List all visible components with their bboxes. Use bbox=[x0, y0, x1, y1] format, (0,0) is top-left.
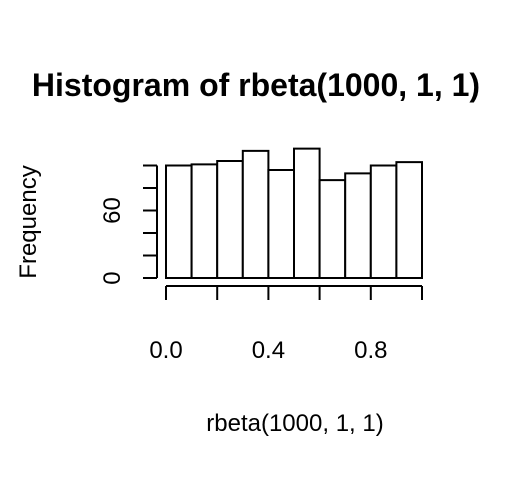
histogram-bar bbox=[369, 164, 398, 279]
x-tick-label: 0.4 bbox=[252, 337, 285, 364]
y-axis: 0 60 bbox=[99, 164, 158, 285]
x-axis-label: rbeta(1000, 1, 1) bbox=[206, 410, 383, 437]
x-tick-label: 0.0 bbox=[149, 337, 182, 364]
histogram-bar bbox=[241, 149, 270, 279]
x-axis: 0.0 0.4 0.8 bbox=[149, 285, 423, 364]
x-tick-label: 0.8 bbox=[354, 337, 387, 364]
bars-group bbox=[165, 147, 423, 279]
histogram-bar bbox=[293, 147, 321, 279]
y-tick-label: 60 bbox=[99, 197, 126, 224]
y-axis-label: Frequency bbox=[15, 165, 42, 278]
histogram-bar bbox=[318, 179, 347, 279]
histogram-bar bbox=[395, 161, 423, 279]
histogram-bar bbox=[267, 169, 295, 279]
chart-title: Histogram of rbeta(1000, 1, 1) bbox=[32, 67, 480, 103]
histogram-bar bbox=[344, 172, 372, 279]
y-tick-label: 0 bbox=[99, 271, 126, 284]
histogram-bar bbox=[216, 160, 244, 279]
histogram-bar bbox=[165, 164, 193, 279]
histogram-bar bbox=[190, 163, 219, 279]
